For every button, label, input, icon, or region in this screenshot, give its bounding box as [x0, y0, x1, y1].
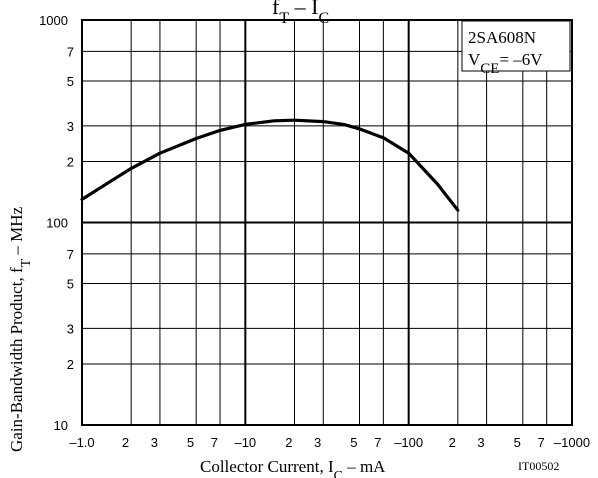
- y-tick-label: 5: [67, 74, 74, 89]
- y-tick-labels: 10 2 3 5 7 100 2 3 5 7 1000: [39, 13, 74, 433]
- x-tick-label: –100: [394, 435, 423, 450]
- x-tick-label: 5: [350, 435, 357, 450]
- y-tick-label: 3: [67, 119, 74, 134]
- y-tick-label: 2: [67, 155, 74, 170]
- x-tick-label: 7: [211, 435, 218, 450]
- x-tick-label: 5: [514, 435, 521, 450]
- x-tick-label: 2: [122, 435, 129, 450]
- grid: [82, 20, 572, 425]
- x-tick-label: 5: [187, 435, 194, 450]
- y-tick-label: 5: [67, 276, 74, 291]
- x-tick-label: 2: [449, 435, 456, 450]
- figure-code: IT00502: [518, 459, 559, 473]
- y-tick-label: 7: [67, 44, 74, 59]
- condition-label: VCE= –6V: [468, 50, 543, 77]
- y-tick-label: 7: [67, 247, 74, 262]
- x-tick-label: 2: [285, 435, 292, 450]
- x-tick-label: –1.0: [69, 435, 94, 450]
- y-tick-label: 10: [54, 418, 68, 433]
- y-tick-label: 1000: [39, 13, 68, 28]
- plot-frame: [81, 19, 573, 426]
- y-tick-label: 2: [67, 357, 74, 372]
- annotation-box: [461, 20, 571, 72]
- y-tick-label: 100: [46, 216, 68, 231]
- x-tick-label: 7: [537, 435, 544, 450]
- x-tick-label: 3: [151, 435, 158, 450]
- y-tick-label: 3: [67, 321, 74, 336]
- y-axis-label: Gain-Bandwidth Product, fT – MHz: [7, 206, 34, 452]
- series-line: [80, 118, 460, 212]
- x-tick-label: 7: [374, 435, 381, 450]
- chart-title: fT – IC: [272, 0, 329, 27]
- x-tick-label: –10: [234, 435, 256, 450]
- x-axis-label: Collector Current, IC – mA: [200, 457, 386, 478]
- x-tick-label: –1000: [554, 435, 590, 450]
- part-number: 2SA608N: [468, 28, 536, 47]
- x-tick-label: 3: [314, 435, 321, 450]
- x-tick-labels: –1.0 2 3 5 7 –10 2 3 5 7 –100 2 3 5 7 –1000: [69, 435, 590, 450]
- x-tick-label: 3: [477, 435, 484, 450]
